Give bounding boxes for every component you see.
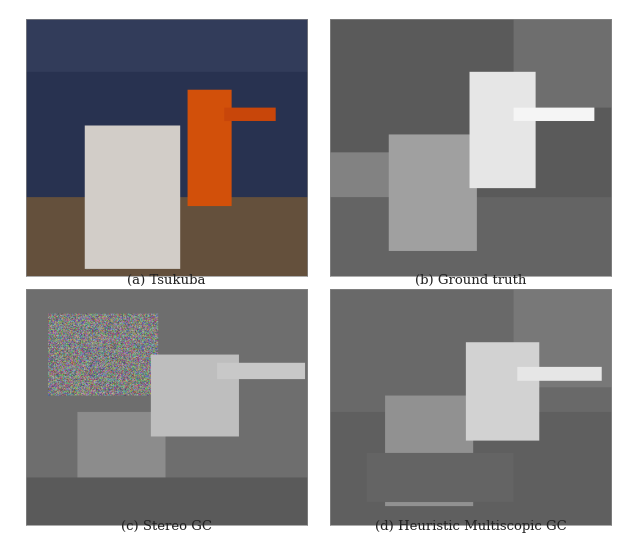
Text: (b) Ground truth: (b) Ground truth [415,274,526,287]
Text: (c) Stereo GC: (c) Stereo GC [121,520,212,533]
Text: (a) Tsukuba: (a) Tsukuba [127,274,205,287]
Text: (d) Heuristic Multiscopic GC: (d) Heuristic Multiscopic GC [374,520,566,533]
